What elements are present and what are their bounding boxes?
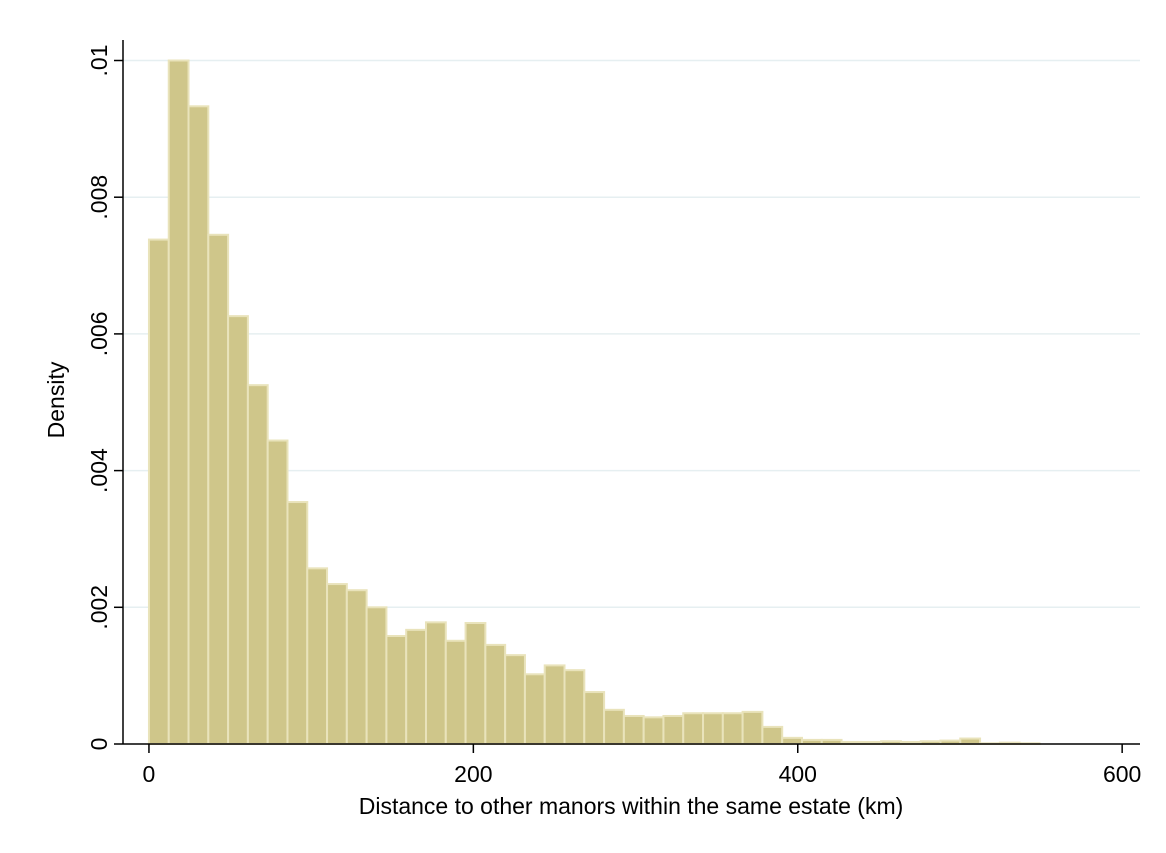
bar [207,233,230,745]
bar [227,315,249,745]
bar [721,712,744,746]
bar [959,737,982,746]
bar [147,238,170,745]
bar [405,628,427,746]
y-tick-label: .006 [86,312,112,357]
bar [702,712,724,746]
bar [286,501,309,745]
bar [326,583,348,745]
bar [484,643,507,745]
x-tick-label: 200 [454,761,492,787]
y-tick-label: 0 [86,738,112,751]
bar [741,710,764,746]
y-tick-label: .01 [86,45,112,77]
bar [523,673,546,746]
x-tick-label: 400 [779,761,817,787]
bar [306,567,329,745]
bar [563,669,586,745]
bar [662,714,685,745]
bar [761,725,784,745]
x-axis-title: Distance to other manors within the same… [359,793,904,819]
bar [781,736,803,746]
bar [187,105,210,746]
bar [365,606,388,745]
y-tick-label: .004 [86,448,112,493]
bar [583,691,606,746]
x-tick-label: 0 [143,761,156,787]
bar [642,716,665,745]
bar [385,635,408,745]
bar [682,712,705,746]
bar [167,59,190,745]
bar [543,664,566,746]
bar [622,714,645,745]
bar [246,384,269,745]
bar [464,622,487,745]
bar [444,639,467,745]
y-axis-title: Density [43,361,69,438]
y-tick-label: .008 [86,175,112,220]
bar [266,439,289,745]
bar [345,589,368,745]
y-tick-label: .002 [86,585,112,630]
x-tick-label: 600 [1103,761,1141,787]
bar [504,654,526,745]
bar [424,621,447,746]
bar [603,708,625,746]
